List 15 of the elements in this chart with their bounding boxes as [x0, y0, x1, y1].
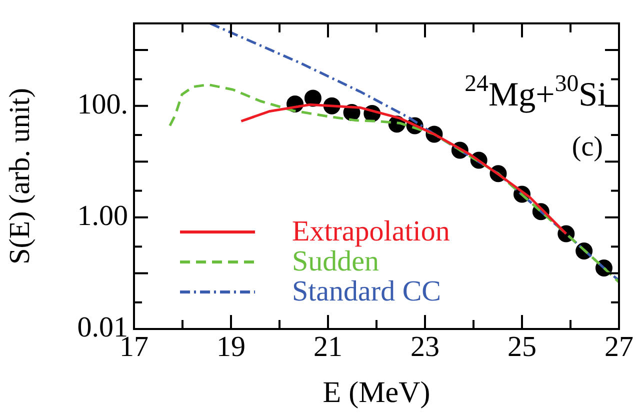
- line-series: [208, 23, 619, 282]
- legend-label: Extrapolation: [292, 216, 450, 248]
- x-tick-label: 21: [314, 331, 342, 364]
- y-tick-label: 100.: [77, 88, 128, 120]
- y-tick-label: 1.00: [77, 200, 128, 232]
- x-tick-label: 27: [604, 331, 634, 364]
- legend-label: Standard CC: [292, 276, 442, 308]
- legend-label: Sudden: [292, 246, 380, 278]
- x-tick-label: 23: [410, 331, 440, 364]
- annotation: (c): [572, 131, 603, 162]
- x-tick-label: 25: [508, 331, 536, 364]
- point: [304, 90, 322, 107]
- x-axis-title: E (MeV): [322, 376, 430, 409]
- y-axis-title: S(E) (arb. unit): [4, 88, 36, 264]
- x-tick-label: 19: [216, 331, 246, 364]
